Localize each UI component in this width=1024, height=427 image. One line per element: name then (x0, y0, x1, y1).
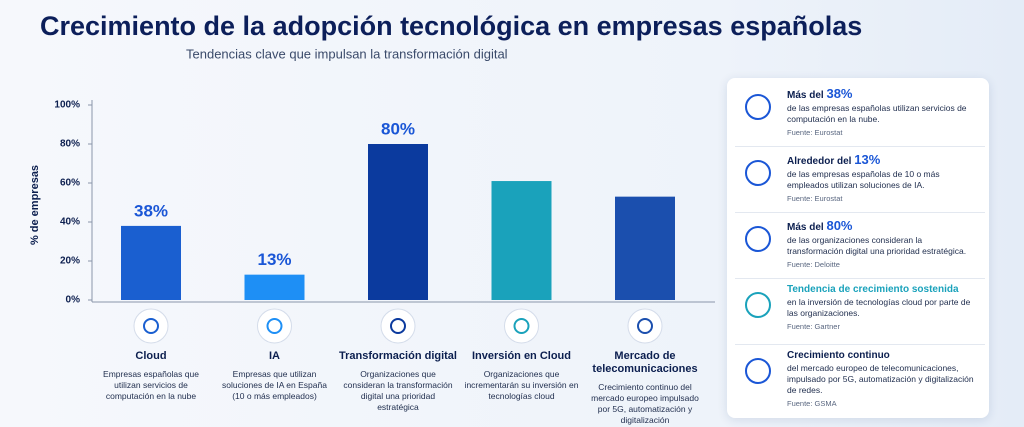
stat-title-line: Más del 38% (787, 86, 977, 101)
stat-body: del mercado europeo de telecomunicacione… (787, 363, 974, 395)
value-label: 38% (134, 201, 168, 220)
stat-title: Más del (787, 222, 824, 233)
y-tick-label: 80% (60, 139, 80, 150)
category-icon-glyph (266, 318, 283, 334)
stat-title: Crecimiento continuo (787, 350, 890, 361)
stats-panel: Más del 38% de las empresas españolas uti… (727, 78, 989, 418)
stat-source: Fuente: GSMA (787, 399, 837, 408)
y-tick-label: 40% (60, 217, 80, 228)
stat-icon (745, 226, 771, 252)
stat-card: Más del 38% de las empresas españolas uti… (735, 82, 985, 147)
x-tick-label: IA (269, 350, 280, 362)
x-tick-label: Cloud (135, 350, 167, 362)
category-caption: IA Empresas que utilizan soluciones de IA… (216, 350, 334, 402)
stat-body: de las empresas españolas utilizan servi… (787, 103, 967, 124)
category-description: Empresas que utilizan soluciones de IA e… (222, 369, 327, 401)
stat-text: Más del 38% de las empresas españolas uti… (787, 86, 977, 137)
category-description: Empresas españolas que utilizan servicio… (103, 369, 199, 401)
chart-title: Crecimiento de la adopción tecnológica e… (40, 11, 862, 41)
stat-title: Tendencia de crecimiento sostenida (787, 284, 959, 295)
chart-subtitle: Tendencias clave que impulsan la transfo… (186, 46, 508, 61)
stat-icon (745, 358, 771, 384)
stat-title-line: Alrededor del 13% (787, 152, 977, 167)
value-label: 13% (257, 250, 291, 269)
x-tick-label: Mercado de telecomunicaciones (592, 350, 698, 375)
y-axis-label: % de empresas (29, 165, 41, 245)
category-icon (133, 308, 169, 344)
stat-source: Fuente: Eurostat (787, 128, 843, 137)
stat-highlight: 38% (826, 86, 853, 101)
x-tick-label: Inversión en Cloud (471, 350, 571, 362)
category-icon (380, 308, 416, 344)
category-description: Crecimiento continuo del mercado europeo… (591, 382, 699, 425)
stat-icon (745, 160, 771, 186)
stat-text: Crecimiento continuo del mercado europeo … (787, 350, 977, 408)
bar (491, 181, 552, 300)
stat-title-line: Tendencia de crecimiento sostenida (787, 284, 977, 295)
stat-title: Alrededor del (787, 156, 852, 167)
stat-highlight: 13% (854, 152, 881, 167)
stat-card: Tendencia de crecimiento sostenida en la … (735, 280, 985, 345)
stat-source: Fuente: Eurostat (787, 194, 843, 203)
y-tick-label: 0% (66, 295, 81, 306)
y-tick-label: 60% (60, 178, 80, 189)
category-icon (504, 308, 539, 344)
y-tick-label: 20% (60, 256, 80, 267)
category-caption: Inversión en Cloud Organizaciones que inc… (463, 350, 581, 402)
category-icon-glyph (637, 318, 653, 334)
stat-highlight: 80% (826, 218, 853, 233)
category-icon-glyph (143, 318, 159, 334)
stat-body: de las empresas españolas de 10 o más em… (787, 169, 940, 190)
stat-text: Tendencia de crecimiento sostenida en la … (787, 284, 977, 331)
bar (368, 144, 428, 300)
stat-text: Más del 80% de las organizaciones conside… (787, 218, 977, 269)
stat-card: Más del 80% de las organizaciones conside… (735, 214, 985, 279)
value-label: 80% (381, 119, 415, 138)
category-icon (257, 308, 292, 344)
x-tick-label: Transformación digital (339, 350, 457, 362)
category-caption: Mercado de telecomunicaciones Crecimiento… (586, 350, 704, 426)
stat-title-line: Más del 80% (787, 218, 977, 233)
category-icon (627, 308, 663, 344)
stat-card: Crecimiento continuo del mercado europeo … (735, 346, 985, 410)
y-tick-label: 100% (54, 100, 80, 111)
bar (121, 225, 181, 300)
stat-source: Fuente: Deloitte (787, 260, 840, 269)
stat-icon (745, 292, 771, 318)
stat-title-line: Crecimiento continuo (787, 350, 977, 361)
stat-title: Más del (787, 90, 824, 101)
category-icon-glyph (513, 318, 530, 334)
category-description: Organizaciones que incrementarán su inve… (464, 369, 579, 401)
stat-body: en la inversión de tecnologías cloud por… (787, 297, 971, 318)
stat-card: Alrededor del 13% de las empresas español… (735, 148, 985, 213)
stat-icon (745, 94, 771, 120)
category-description: Organizaciones que consideran la transfo… (343, 369, 453, 412)
stat-text: Alrededor del 13% de las empresas español… (787, 152, 977, 203)
category-caption: Transformación digital Organizaciones que… (339, 350, 457, 413)
bar (244, 274, 305, 300)
stat-source: Fuente: Gartner (787, 322, 840, 331)
category-icon-glyph (390, 318, 406, 334)
bar (615, 196, 675, 300)
category-caption: Cloud Empresas españolas que utilizan ser… (92, 350, 210, 402)
stat-body: de las organizaciones consideran la tran… (787, 235, 967, 256)
